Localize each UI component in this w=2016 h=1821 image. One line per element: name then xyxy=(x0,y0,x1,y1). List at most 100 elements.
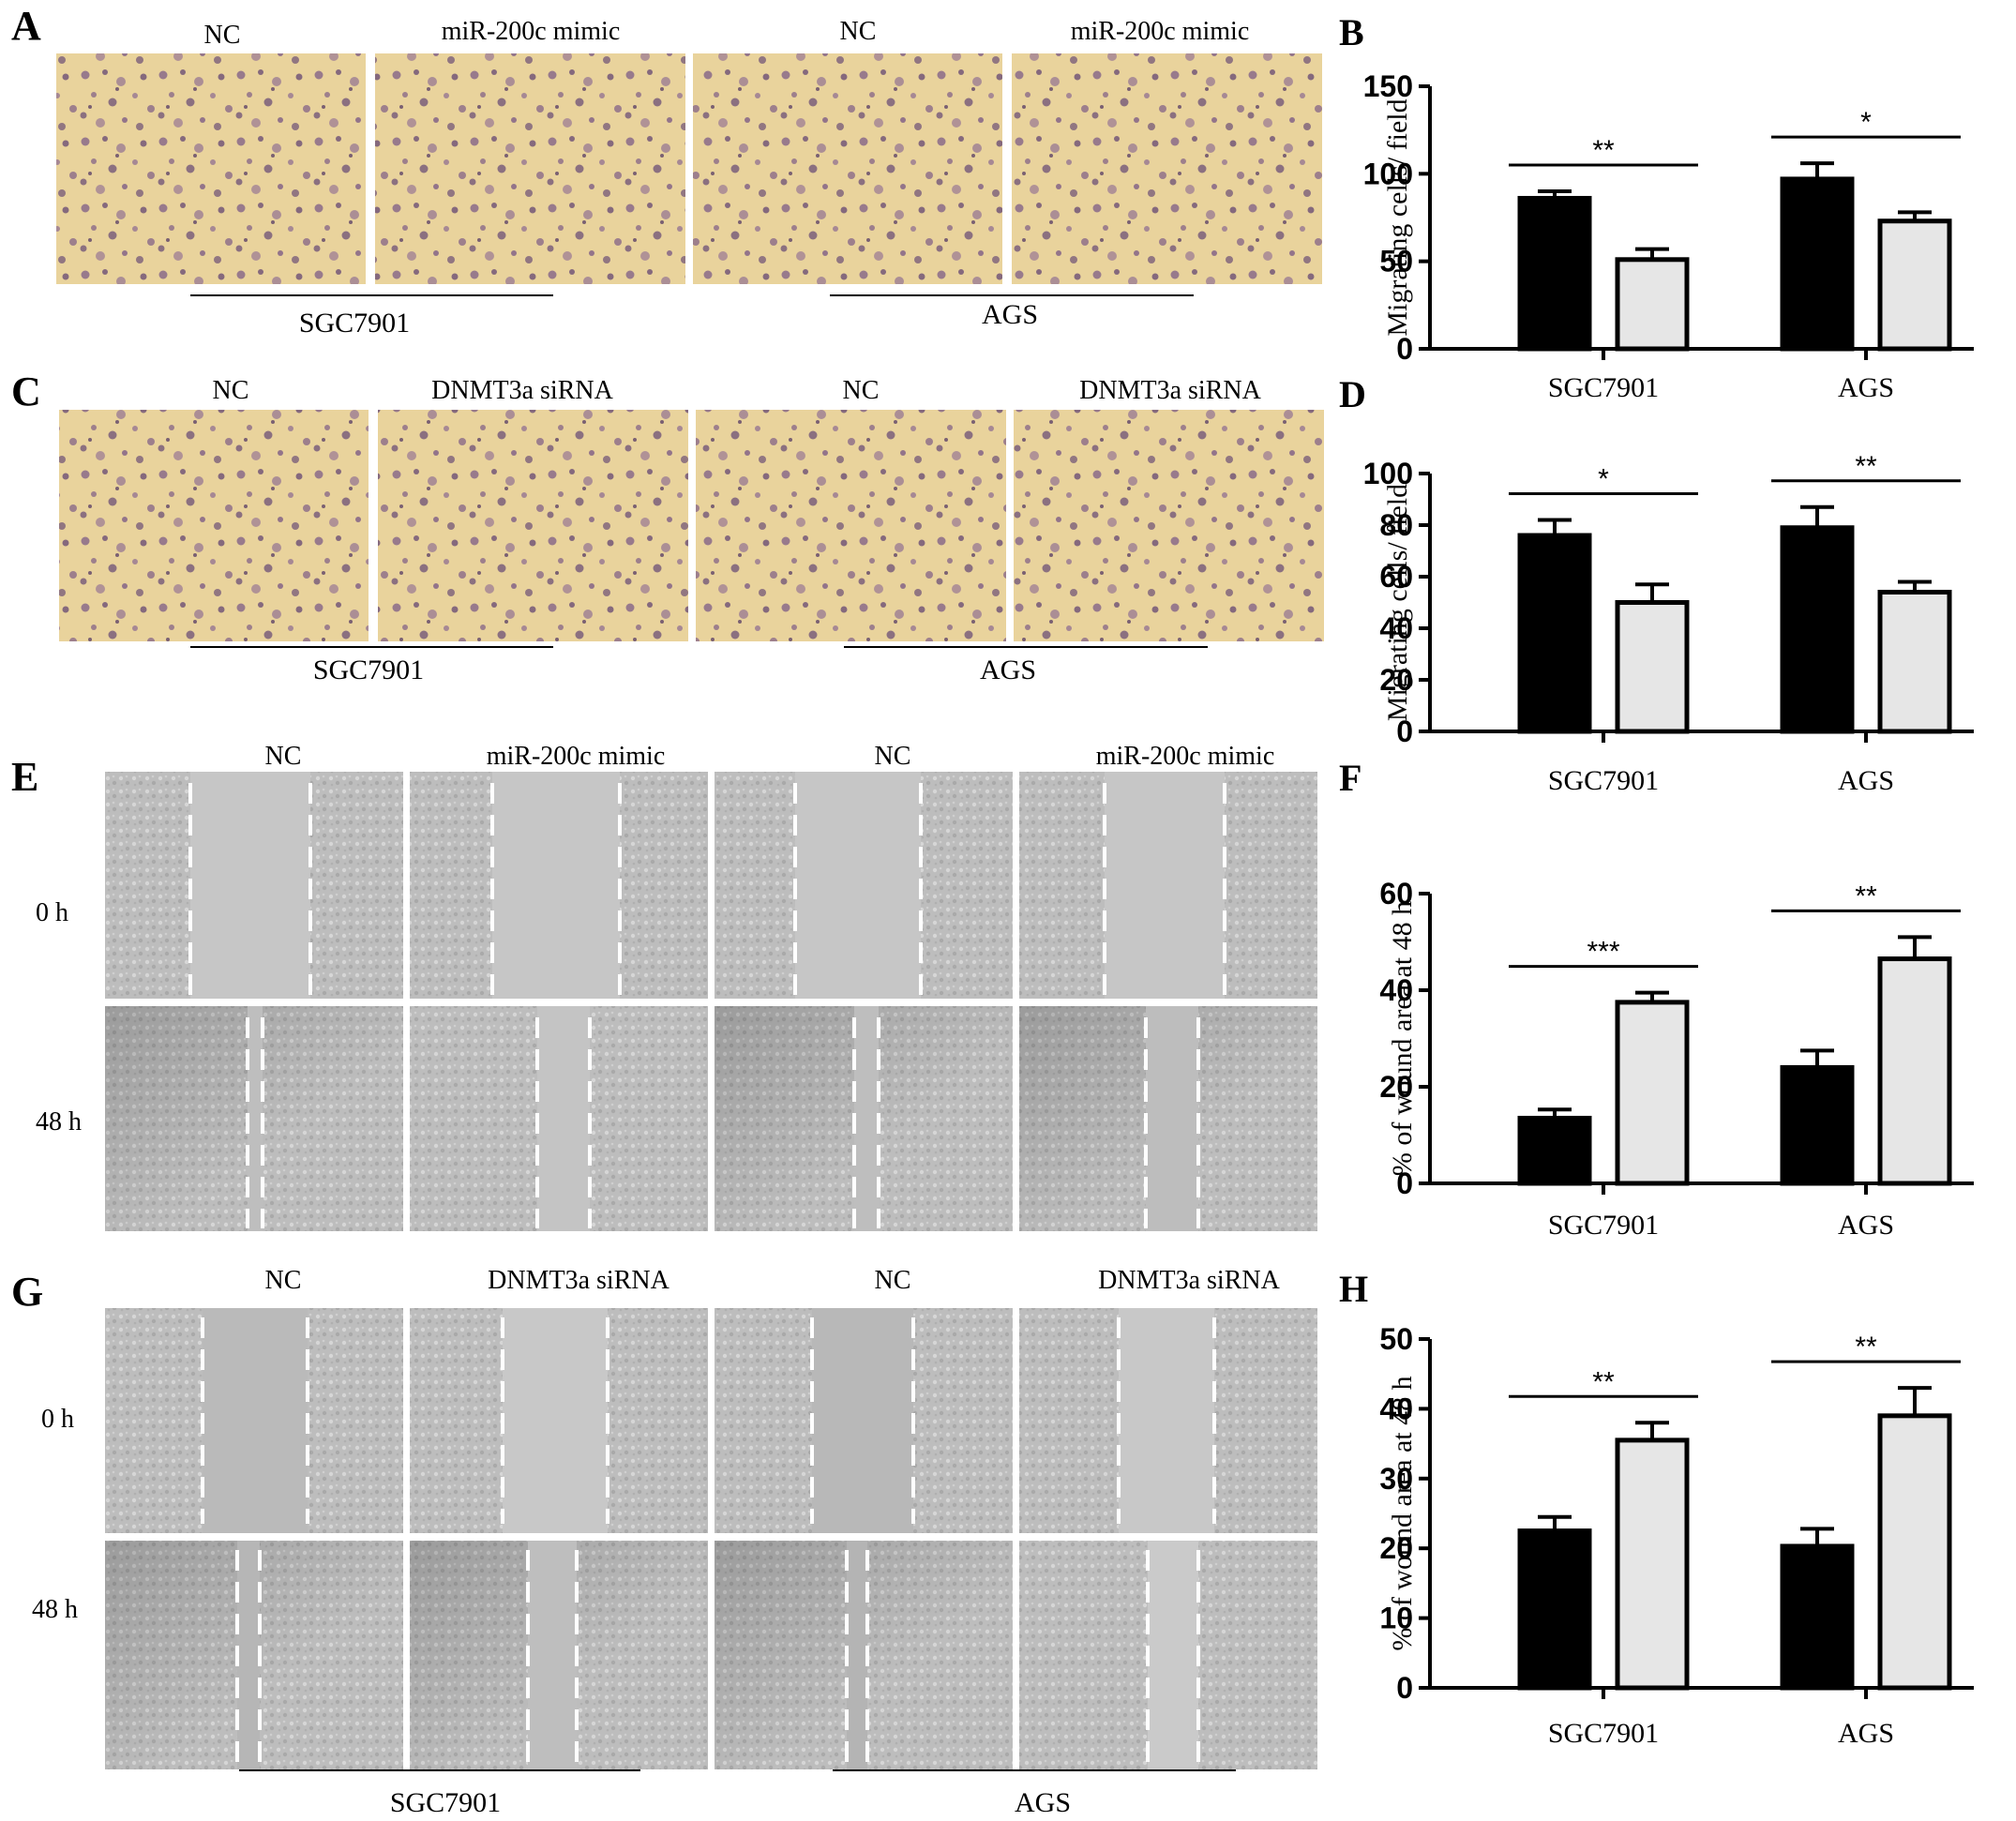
transwell-image xyxy=(56,53,366,284)
significance-label: * xyxy=(1860,107,1872,138)
wound-gap xyxy=(1119,1308,1214,1533)
condition-label: NC xyxy=(204,21,241,50)
y-tick-label: 50 xyxy=(1379,245,1413,278)
x-tick-label: AGS xyxy=(1838,1718,1894,1749)
significance-label: * xyxy=(1598,464,1609,495)
y-axis-label: Migrating cells/ field xyxy=(1382,98,1413,336)
wound-gap xyxy=(812,1308,913,1533)
transwell-image xyxy=(1014,410,1324,641)
bar xyxy=(1517,1528,1592,1691)
condition-label: miR-200c mimic xyxy=(442,17,621,46)
condition-label: NC xyxy=(875,1266,911,1295)
condition-label: DNMT3a siRNA xyxy=(1098,1266,1280,1295)
transwell-image xyxy=(1012,53,1322,284)
condition-label: NC xyxy=(875,742,911,771)
x-tick-label: SGC7901 xyxy=(1548,1718,1659,1749)
time-label: 48 h xyxy=(36,1107,82,1136)
condition-label: miR-200c mimic xyxy=(1071,17,1250,46)
y-tick-label: 20 xyxy=(1379,1070,1413,1104)
condition-label: NC xyxy=(265,742,302,771)
condition-label: DNMT3a siRNA xyxy=(488,1266,669,1295)
y-tick-label: 60 xyxy=(1379,560,1413,594)
bar xyxy=(1517,195,1592,352)
y-axis-label: % of wound area at 48 h xyxy=(1387,901,1418,1176)
transwell-image xyxy=(375,53,685,284)
condition-label: miR-200c mimic xyxy=(487,742,666,771)
y-axis-label: % of wound area at 48 h xyxy=(1387,1376,1418,1650)
wound-gap xyxy=(237,1541,260,1769)
transwell-image xyxy=(693,53,1002,284)
time-label: 0 h xyxy=(36,898,68,927)
y-tick-label: 20 xyxy=(1379,1531,1413,1565)
condition-label: NC xyxy=(265,1266,302,1295)
cell-line-label: AGS xyxy=(980,655,1036,685)
wound-gap xyxy=(190,772,310,999)
wound-gap xyxy=(1148,1541,1198,1769)
x-tick-label: AGS xyxy=(1838,1210,1894,1241)
wound-gap xyxy=(248,1006,263,1231)
significance-label: ** xyxy=(1592,135,1615,166)
wound-edge-lines xyxy=(201,1317,1216,1763)
cell-line-label: SGC7901 xyxy=(390,1787,501,1818)
y-tick-label: 0 xyxy=(1396,332,1413,366)
y-tick-label: 40 xyxy=(1379,1392,1413,1425)
y-tick-label: 40 xyxy=(1379,973,1413,1007)
bar xyxy=(1615,1000,1690,1186)
y-tick-label: 60 xyxy=(1379,877,1413,910)
bar xyxy=(1615,1437,1690,1691)
wound-gap xyxy=(503,1308,608,1533)
cell-line-label: SGC7901 xyxy=(313,655,424,685)
transwell-image xyxy=(696,410,1006,641)
condition-label: NC xyxy=(213,376,249,405)
bar xyxy=(1780,1543,1855,1691)
panel-g-images xyxy=(105,1308,1317,1769)
bar xyxy=(1877,1413,1952,1691)
bar xyxy=(1877,956,1952,1186)
panel-letter-f: F xyxy=(1339,757,1362,799)
condition-label: DNMT3a siRNA xyxy=(431,376,613,405)
panel-c-images xyxy=(59,410,1324,641)
wound-gap xyxy=(492,772,620,999)
panel-letter-g: G xyxy=(11,1269,43,1315)
y-tick-label: 100 xyxy=(1363,157,1413,190)
cell-line-label: AGS xyxy=(982,299,1038,330)
transwell-image xyxy=(59,410,369,641)
panel-letter-b: B xyxy=(1339,11,1364,53)
y-tick-label: 40 xyxy=(1379,611,1413,645)
panel-letter-h: H xyxy=(1339,1268,1368,1310)
condition-label: DNMT3a siRNA xyxy=(1079,376,1261,405)
wound-gap xyxy=(203,1308,308,1533)
y-tick-label: 80 xyxy=(1379,508,1413,542)
y-tick-label: 0 xyxy=(1396,1166,1413,1200)
bar xyxy=(1877,218,1952,352)
y-tick-label: 30 xyxy=(1379,1462,1413,1496)
panel-letter-d: D xyxy=(1339,373,1366,415)
y-axis-label: Migrating cells/ field xyxy=(1382,484,1413,721)
wound-gap xyxy=(1105,772,1225,999)
panel-letter-a: A xyxy=(11,3,41,49)
bar xyxy=(1780,1064,1855,1186)
wound-gap xyxy=(537,1006,590,1231)
transwell-image xyxy=(378,410,688,641)
y-tick-label: 150 xyxy=(1363,69,1413,103)
panel-letter-c: C xyxy=(11,369,41,414)
y-tick-label: 100 xyxy=(1363,457,1413,490)
significance-label: ** xyxy=(1855,880,1877,911)
significance-label: *** xyxy=(1587,937,1619,968)
bar xyxy=(1517,533,1592,734)
y-tick-label: 20 xyxy=(1379,663,1413,697)
wound-gap xyxy=(854,1006,879,1231)
y-tick-label: 50 xyxy=(1379,1322,1413,1356)
x-tick-label: AGS xyxy=(1838,372,1894,403)
condition-label: NC xyxy=(840,17,877,46)
significance-label: ** xyxy=(1592,1366,1615,1397)
panel-e-images xyxy=(105,772,1317,1231)
wound-gap xyxy=(1146,1006,1198,1231)
wound-gap xyxy=(528,1541,577,1769)
y-tick-label: 0 xyxy=(1396,715,1413,748)
y-tick-label: 0 xyxy=(1396,1671,1413,1705)
bar xyxy=(1780,176,1855,352)
condition-label: miR-200c mimic xyxy=(1096,742,1275,771)
